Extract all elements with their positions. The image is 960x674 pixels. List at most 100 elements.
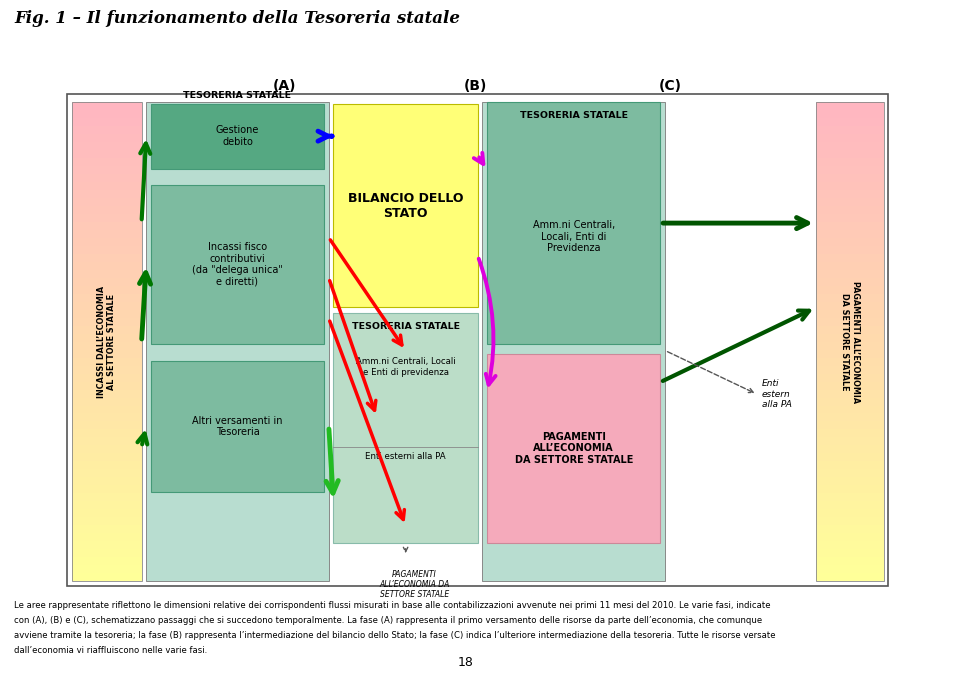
Bar	[72, 246, 141, 254]
Bar	[483, 102, 665, 581]
Bar	[816, 158, 884, 166]
Bar	[151, 185, 324, 344]
Bar	[816, 198, 884, 206]
Text: PAGAMENTI
ALL’ECONOMIA DA
SETTORE STATALE: PAGAMENTI ALL’ECONOMIA DA SETTORE STATAL…	[379, 570, 449, 599]
Bar	[67, 94, 889, 586]
Text: (A): (A)	[273, 80, 296, 93]
Bar	[816, 557, 884, 565]
Bar	[816, 214, 884, 222]
Bar	[72, 318, 141, 326]
Bar	[72, 549, 141, 557]
Bar	[333, 313, 478, 543]
Bar	[816, 541, 884, 549]
Bar	[816, 294, 884, 302]
Text: 18: 18	[458, 656, 473, 669]
Bar	[816, 134, 884, 142]
Bar	[72, 111, 141, 119]
Bar	[72, 342, 141, 350]
Bar	[816, 111, 884, 119]
Bar	[72, 541, 141, 549]
Bar	[816, 150, 884, 158]
Text: PAGAMENTI ALL’ECONOMIA
DA SETTORE STATALE: PAGAMENTI ALL’ECONOMIA DA SETTORE STATAL…	[840, 280, 859, 403]
Bar	[487, 102, 660, 344]
Bar	[816, 262, 884, 270]
Bar	[72, 421, 141, 429]
Bar	[72, 102, 141, 111]
Bar	[816, 462, 884, 469]
Bar	[816, 421, 884, 429]
Bar	[146, 102, 328, 581]
Bar	[72, 373, 141, 381]
Bar	[72, 254, 141, 262]
Bar	[816, 437, 884, 446]
Text: (B): (B)	[464, 80, 487, 93]
Bar	[816, 302, 884, 310]
Text: INCASSI DALL’ECONOMIA
AL SETTORE STATALE: INCASSI DALL’ECONOMIA AL SETTORE STATALE	[97, 286, 116, 398]
Text: Le aree rappresentate riflettono le dimensioni relative dei corrispondenti fluss: Le aree rappresentate riflettono le dime…	[14, 601, 771, 610]
Bar	[72, 517, 141, 525]
Bar	[72, 390, 141, 398]
Bar	[151, 361, 324, 492]
Bar	[816, 485, 884, 493]
Bar	[72, 510, 141, 517]
Bar	[816, 454, 884, 461]
Text: (C): (C)	[660, 80, 682, 93]
Bar	[72, 334, 141, 342]
Bar	[72, 477, 141, 485]
Bar	[72, 414, 141, 421]
Bar	[816, 270, 884, 278]
Text: BILANCIO DELLO
STATO: BILANCIO DELLO STATO	[348, 191, 464, 220]
Bar	[72, 270, 141, 278]
Bar	[72, 493, 141, 501]
Bar	[816, 238, 884, 246]
Text: avviene tramite la tesoreria; la fase (B) rappresenta l’intermediazione del bila: avviene tramite la tesoreria; la fase (B…	[14, 631, 776, 640]
Text: TESORERIA STATALE: TESORERIA STATALE	[183, 91, 292, 100]
Bar	[816, 254, 884, 262]
Bar	[816, 278, 884, 286]
Bar	[151, 104, 324, 168]
Bar	[816, 190, 884, 198]
Bar	[72, 294, 141, 302]
Bar	[816, 358, 884, 365]
Bar	[816, 446, 884, 454]
Bar	[72, 174, 141, 182]
Bar	[816, 493, 884, 501]
Bar	[72, 429, 141, 437]
Text: con (A), (B) e (C), schematizzano passaggi che si succedono temporalmente. La fa: con (A), (B) e (C), schematizzano passag…	[14, 616, 762, 625]
Bar	[816, 342, 884, 350]
Bar	[72, 381, 141, 390]
Bar	[816, 206, 884, 214]
Bar	[72, 501, 141, 510]
Bar	[72, 127, 141, 134]
Bar	[816, 127, 884, 134]
Bar	[72, 262, 141, 270]
Bar	[72, 166, 141, 175]
Bar	[816, 549, 884, 557]
Text: TESORERIA STATALE: TESORERIA STATALE	[351, 322, 460, 331]
Bar	[816, 166, 884, 175]
Bar	[816, 565, 884, 573]
Bar	[816, 326, 884, 334]
Bar	[72, 134, 141, 142]
Bar	[816, 102, 884, 111]
Text: PAGAMENTI
ALL’ECONOMIA
DA SETTORE STATALE: PAGAMENTI ALL’ECONOMIA DA SETTORE STATAL…	[515, 431, 633, 465]
Bar	[816, 334, 884, 342]
Text: Altri versamenti in
Tesoreria: Altri versamenti in Tesoreria	[192, 415, 283, 437]
Bar	[72, 150, 141, 158]
Bar	[72, 533, 141, 541]
Bar	[72, 230, 141, 238]
Bar	[816, 517, 884, 525]
Bar	[816, 222, 884, 230]
Bar	[72, 278, 141, 286]
Bar	[72, 190, 141, 198]
Bar	[816, 310, 884, 318]
Bar	[816, 381, 884, 390]
Bar	[72, 557, 141, 565]
Bar	[816, 182, 884, 190]
Bar	[72, 286, 141, 294]
Bar	[72, 182, 141, 190]
Text: Incassi fisco
contributivi
(da "delega unica"
e diretti): Incassi fisco contributivi (da "delega u…	[192, 242, 283, 287]
Bar	[816, 365, 884, 373]
Text: Gestione
debito: Gestione debito	[216, 125, 259, 147]
Bar	[72, 310, 141, 318]
